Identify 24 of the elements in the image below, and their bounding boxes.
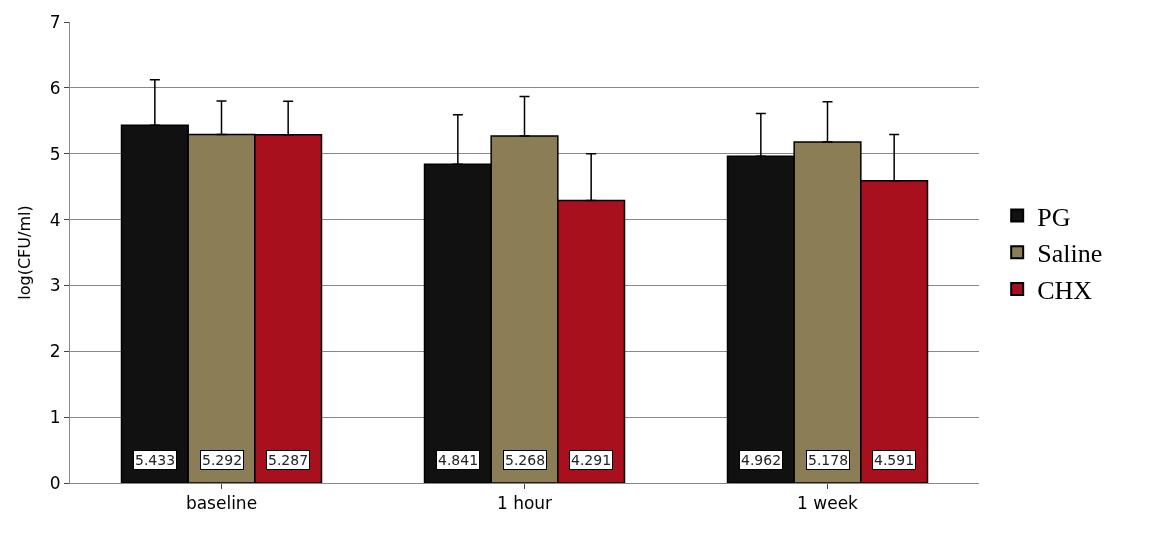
y-tick-label: 6 xyxy=(49,77,61,98)
data-label: 5.178 xyxy=(808,452,849,468)
data-label: 5.292 xyxy=(202,452,243,468)
x-tick-label: 1 hour xyxy=(496,493,553,514)
data-label: 4.591 xyxy=(874,452,915,468)
legend-label: Saline xyxy=(1037,239,1103,269)
x-tick-label: baseline xyxy=(185,493,258,514)
y-tick-label: 7 xyxy=(49,11,61,32)
legend-label: CHX xyxy=(1037,276,1093,306)
y-tick-label: 2 xyxy=(49,341,61,362)
data-label: 5.287 xyxy=(268,452,309,468)
y-axis-title: log(CFU/ml) xyxy=(14,205,34,300)
data-label: 5.433 xyxy=(135,452,176,468)
data-label: 4.291 xyxy=(571,452,612,468)
y-tick-label: 0 xyxy=(49,472,61,493)
data-label: 5.268 xyxy=(505,452,546,468)
x-tick-label: 1 week xyxy=(797,493,859,514)
data-label: 4.841 xyxy=(438,452,479,468)
y-tick-label: 3 xyxy=(49,275,61,296)
y-tick-label: 1 xyxy=(49,407,61,428)
y-tick-label: 4 xyxy=(49,209,61,230)
legend-label: PG xyxy=(1037,202,1071,232)
data-label: 4.962 xyxy=(741,452,782,468)
y-tick-label: 5 xyxy=(49,143,61,164)
